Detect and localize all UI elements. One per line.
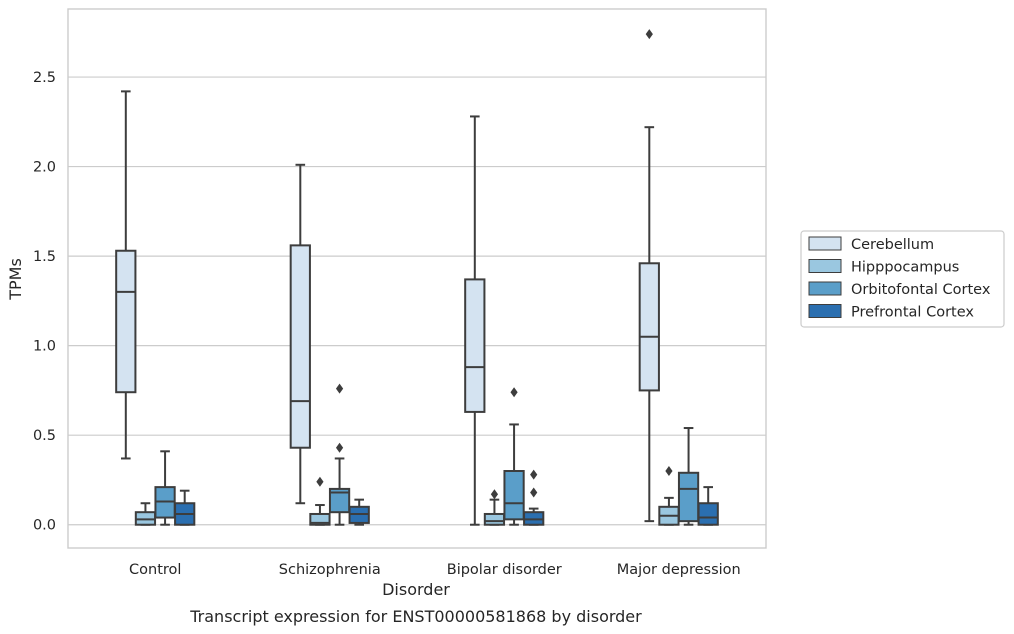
legend: Cerebellum Hipppocampus Orbitofontal Corte…: [800, 230, 1005, 328]
box-hipppocampus: [134, 502, 157, 526]
box-hipppocampus: [658, 466, 680, 526]
legend-swatch: [808, 304, 842, 318]
legend-swatch: [808, 259, 842, 273]
box-prefrontal-cortex: [523, 469, 545, 526]
tick-labels: 0.0 0.5 1.0 1.5 2.0 2.5 Control Schizophrenia Bi…: [33, 70, 741, 578]
box-cerebellum: [115, 90, 137, 460]
box-body: [328, 487, 351, 514]
outlier-point: [530, 469, 538, 480]
box-body: [638, 262, 660, 392]
outlier-point: [335, 442, 344, 453]
chart-caption: Transcript expression for ENST0000058186…: [189, 607, 642, 626]
outlier-point: [335, 383, 344, 394]
legend-label: Prefrontal Cortex: [851, 305, 974, 321]
legend-swatch: [808, 281, 842, 296]
box-orbitofontal-cortex: [503, 387, 525, 526]
x-axis-label: Disorder: [382, 580, 450, 599]
x-tick-label: Major depression: [617, 562, 741, 578]
box-body: [309, 512, 331, 526]
box-body: [677, 471, 700, 523]
grid-lines: [68, 76, 766, 526]
y-tick-label: 2.5: [33, 70, 56, 86]
outlier-point: [665, 466, 673, 476]
box-orbitofontal-cortex: [677, 427, 700, 526]
y-tick-label: 1.0: [33, 339, 56, 355]
y-tick-label: 0.0: [33, 518, 56, 534]
box-cerebellum: [289, 163, 311, 505]
box-hipppocampus: [483, 489, 506, 526]
y-tick-label: 1.5: [33, 249, 56, 265]
y-tick-label: 2.0: [33, 160, 56, 176]
y-tick-label: 0.5: [33, 428, 56, 444]
box-plots: [115, 29, 719, 526]
x-tick-label: Schizophrenia: [279, 562, 381, 578]
legend-label: Hipppocampus: [851, 260, 959, 276]
box-body: [464, 278, 486, 413]
box-orbitofontal-cortex: [154, 450, 176, 526]
outlier-point: [490, 489, 499, 500]
box-body: [503, 470, 525, 521]
box-body: [115, 249, 137, 394]
box-body: [697, 502, 719, 526]
legend-label: Orbitofontal Cortex: [851, 282, 991, 298]
box-prefrontal-cortex: [348, 498, 370, 526]
box-cerebellum: [638, 29, 660, 523]
box-body: [483, 512, 506, 526]
plot-frame: [67, 8, 767, 549]
legend-box: [800, 230, 1005, 328]
legend-label: Cerebellum: [851, 237, 934, 253]
legend-swatch: [808, 236, 842, 251]
x-tick-label: Bipolar disorder: [447, 562, 562, 578]
y-axis-label: TPMs: [6, 258, 25, 301]
box-cerebellum: [464, 115, 486, 526]
box-body: [289, 244, 311, 449]
box-hipppocampus: [309, 476, 331, 526]
outlier-point: [316, 476, 324, 487]
outlier-point: [510, 387, 518, 398]
plot-border: [67, 8, 767, 549]
x-tick-label: Control: [129, 562, 181, 578]
outlier-point: [530, 487, 538, 498]
outlier-point: [645, 29, 653, 40]
box-prefrontal-cortex: [174, 489, 196, 526]
box-prefrontal-cortex: [697, 486, 719, 526]
box-orbitofontal-cortex: [328, 383, 351, 526]
